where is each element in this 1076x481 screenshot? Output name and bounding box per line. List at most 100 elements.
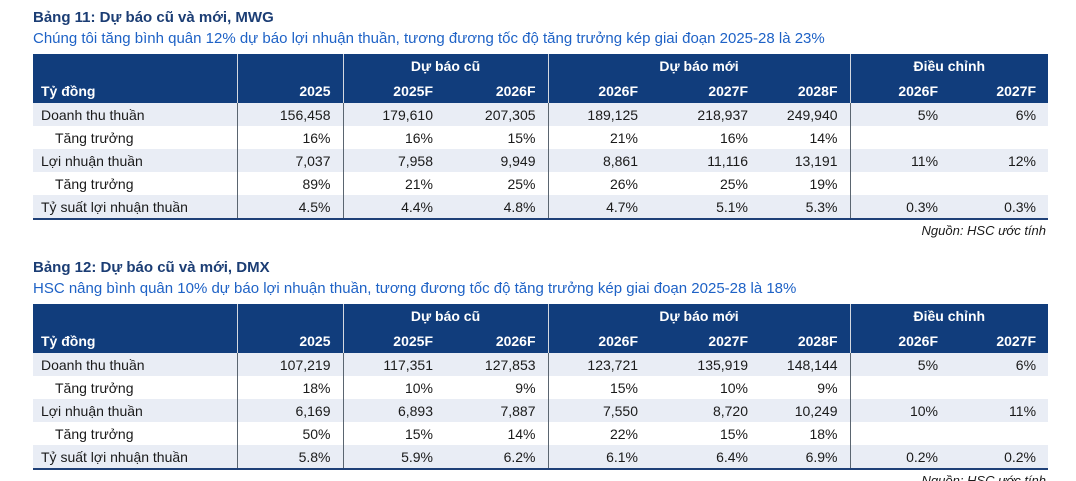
cell-value: 7,037 xyxy=(236,149,343,172)
column-header-year: 2026F xyxy=(445,328,549,353)
cell-value: 189,125 xyxy=(547,103,651,126)
cell-value: 26% xyxy=(547,172,651,195)
row-label: Doanh thu thuần xyxy=(33,103,237,126)
cell-value: 179,610 xyxy=(342,103,445,126)
column-header-year: 2027F xyxy=(650,328,761,353)
source-note: Nguồn: HSC ước tính xyxy=(921,473,1046,481)
cell-value: 21% xyxy=(547,126,651,149)
cell-value: 123,721 xyxy=(547,353,651,376)
cell-value: 5.1% xyxy=(650,195,761,219)
cell-value: 15% xyxy=(507,129,536,146)
table-section-mwg: Bảng 11: Dự báo cũ và mới, MWG Chúng tôi… xyxy=(33,9,1049,238)
group-header-new-forecast: Dự báo mới xyxy=(547,304,851,328)
column-header-row: Tỷ đồng 2025 2025F 2026F 2026F 2027F 202… xyxy=(33,328,1049,353)
cell-value: 10% xyxy=(719,379,749,396)
cell-value: 0.3% xyxy=(950,195,1049,219)
column-header-year: 2025 xyxy=(236,328,343,353)
cell-value: 16% xyxy=(236,126,343,149)
cell-value: 89% xyxy=(236,172,343,195)
table-row: Lợi nhuận thuần 7,037 7,958 9,949 8,861 … xyxy=(33,149,1049,172)
cell-value: 6,169 xyxy=(236,399,343,422)
column-header-row: Tỷ đồng 2025 2025F 2026F 2026F 2027F 202… xyxy=(33,78,1049,103)
header-spacer xyxy=(33,54,237,78)
table-row: Tỷ suất lợi nhuận thuần 4.5% 4.4% 4.8% 4… xyxy=(33,195,1049,219)
cell-value: 9,949 xyxy=(445,149,549,172)
table-subtitle: Chúng tôi tăng bình quân 12% dự báo lợi … xyxy=(33,30,825,47)
column-header-year: 2026F xyxy=(849,328,951,353)
cell-value xyxy=(950,376,1048,399)
cell-value: 11,116 xyxy=(650,149,761,172)
source-note: Nguồn: HSC ước tính xyxy=(921,223,1046,238)
row-label: Tăng trưởng xyxy=(55,129,134,146)
table-section-dmx: Bảng 12: Dự báo cũ và mới, DMX HSC nâng … xyxy=(33,259,1049,481)
row-label: Tăng trưởng xyxy=(55,175,134,192)
column-header-year: 2026F xyxy=(547,78,651,103)
cell-value: 8,720 xyxy=(650,399,761,422)
table-row: Doanh thu thuần 156,458 179,610 207,305 … xyxy=(33,103,1049,126)
cell-value: 11% xyxy=(849,149,951,172)
cell-value: 7,887 xyxy=(445,399,549,422)
cell-value: 4.8% xyxy=(445,195,549,219)
group-header-old-forecast: Dự báo cũ xyxy=(342,54,549,78)
cell-value xyxy=(849,376,951,399)
cell-value: 25% xyxy=(507,175,536,192)
cell-value: 0.2% xyxy=(950,445,1049,469)
column-header-year: 2025F xyxy=(342,78,445,103)
cell-value: 13,191 xyxy=(760,149,851,172)
column-header-year: 2025F xyxy=(342,328,445,353)
cell-value xyxy=(849,422,951,445)
cell-value: 16% xyxy=(342,126,445,149)
row-label: Lợi nhuận thuần xyxy=(33,399,237,422)
cell-value: 15% xyxy=(719,425,749,442)
group-header-row: Dự báo cũ Dự báo mới Điều chỉnh xyxy=(33,54,1049,78)
cell-value: 6,893 xyxy=(342,399,445,422)
cell-value xyxy=(849,126,951,149)
row-label: Tỷ suất lợi nhuận thuần xyxy=(33,445,237,469)
table-row: Tỷ suất lợi nhuận thuần 5.8% 5.9% 6.2% 6… xyxy=(33,445,1049,469)
group-header-new-forecast: Dự báo mới xyxy=(547,54,851,78)
row-label: Doanh thu thuần xyxy=(33,353,237,376)
column-header-unit: Tỷ đồng xyxy=(33,78,237,103)
cell-value: 9% xyxy=(817,379,838,396)
group-header-adjustment: Điều chỉnh xyxy=(849,304,1049,328)
cell-value: 18% xyxy=(236,376,343,399)
cell-value: 14% xyxy=(507,425,536,442)
table-title: Bảng 12: Dự báo cũ và mới, DMX xyxy=(33,259,270,276)
cell-value: 218,937 xyxy=(650,103,761,126)
cell-value: 127,853 xyxy=(445,353,549,376)
column-header-year: 2027F xyxy=(950,78,1049,103)
table-row: Lợi nhuận thuần 6,169 6,893 7,887 7,550 … xyxy=(33,399,1049,422)
cell-value: 15% xyxy=(342,422,445,445)
cell-value: 135,919 xyxy=(650,353,761,376)
table-row: Doanh thu thuần 107,219 117,351 127,853 … xyxy=(33,353,1049,376)
cell-value: 4.4% xyxy=(342,195,445,219)
cell-value: 14% xyxy=(809,129,838,146)
table-title: Bảng 11: Dự báo cũ và mới, MWG xyxy=(33,9,274,26)
cell-value: 11% xyxy=(950,399,1049,422)
cell-value: 10% xyxy=(342,376,445,399)
table-subtitle: HSC nâng bình quân 10% dự báo lợi nhuận … xyxy=(33,280,797,297)
table-row: Tăng trưởng 50% 15% 14% 22% 15% 18% xyxy=(33,422,1048,445)
cell-value: 22% xyxy=(547,422,651,445)
cell-value: 249,940 xyxy=(760,103,851,126)
cell-value: 6.4% xyxy=(650,445,761,469)
table-row: Tăng trưởng 16% 16% 15% 21% 16% 14% xyxy=(33,126,1048,149)
cell-value: 107,219 xyxy=(236,353,343,376)
column-header-year: 2027F xyxy=(950,328,1049,353)
table-row: Tăng trưởng 89% 21% 25% 26% 25% 19% xyxy=(33,172,1048,195)
cell-value: 50% xyxy=(236,422,343,445)
cell-value: 15% xyxy=(547,376,651,399)
cell-value: 6% xyxy=(950,103,1049,126)
group-header-adjustment: Điều chỉnh xyxy=(849,54,1049,78)
cell-value xyxy=(849,172,951,195)
cell-value: 12% xyxy=(950,149,1049,172)
group-header-old-forecast: Dự báo cũ xyxy=(342,304,549,328)
cell-value: 6.1% xyxy=(547,445,651,469)
row-label: Tăng trưởng xyxy=(55,425,134,442)
cell-value: 10% xyxy=(849,399,951,422)
cell-value: 117,351 xyxy=(342,353,445,376)
cell-value: 5.8% xyxy=(236,445,343,469)
column-header-year: 2028F xyxy=(760,78,851,103)
cell-value: 5.9% xyxy=(342,445,445,469)
forecast-table-dmx: Dự báo cũ Dự báo mới Điều chỉnh Tỷ đồng … xyxy=(33,304,1049,470)
